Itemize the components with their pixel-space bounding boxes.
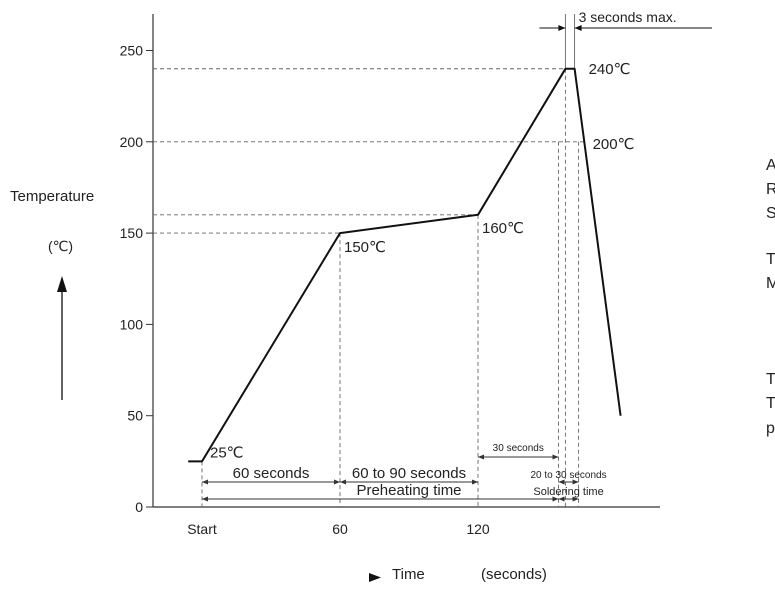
y-tick-label: 50 (127, 408, 143, 424)
interval-arrow-head (334, 480, 340, 485)
x-title-marker-icon (369, 573, 381, 582)
interval-arrow-head (202, 480, 208, 485)
y-tick-label: 200 (120, 134, 144, 150)
interval-label: 60 seconds (233, 465, 310, 482)
x-axis-unit: (seconds) (481, 566, 547, 583)
interval-arrow-head (340, 480, 346, 485)
peak-duration-arrow-head (575, 25, 582, 31)
temperature-profile-line (188, 69, 620, 462)
preheating-arrow-head (202, 497, 208, 502)
point-label: 160℃ (482, 220, 524, 237)
y-tick-label: 100 (120, 316, 144, 332)
y-tick-label: 0 (135, 499, 143, 515)
point-label: 240℃ (589, 61, 631, 78)
thirty-seconds-arrow-head (553, 455, 559, 460)
x-tick-label: Start (187, 521, 217, 537)
y-axis-unit: (℃) (48, 238, 73, 255)
x-axis-title: Time (392, 566, 425, 583)
side-text-line: T (766, 251, 775, 269)
side-text-line: R (766, 181, 775, 199)
point-label: 200℃ (593, 136, 635, 153)
point-label: 150℃ (344, 239, 386, 256)
x-tick-label: 60 (332, 521, 348, 537)
thirty-seconds-arrow-head (478, 455, 484, 460)
point-labels: 25℃ 150℃ 160℃ 240℃ 200℃ (210, 61, 634, 462)
temperature-series (188, 69, 620, 462)
soldering-label: Soldering time (533, 486, 603, 498)
interval-label: 60 to 90 seconds (352, 465, 466, 482)
y-tick-label: 150 (120, 225, 144, 241)
thirty-seconds-label: 30 seconds (493, 443, 544, 454)
side-text-line: A (766, 157, 775, 175)
x-tick-label: 120 (466, 521, 490, 537)
y-axis-title: Temperature (10, 188, 94, 205)
preheating-label: Preheating time (356, 482, 461, 499)
point-label: 25℃ (210, 444, 244, 461)
side-text-line: p (766, 420, 775, 438)
side-text-line: S (766, 205, 775, 223)
y-tick-label: 250 (120, 43, 144, 59)
side-text-line: T (766, 371, 775, 389)
guide-lines (153, 14, 585, 507)
peak-duration-arrow-head (558, 25, 565, 31)
peak-duration-label: 3 seconds max. (579, 9, 677, 25)
interval-arrow-head (472, 480, 478, 485)
side-text-line: M (766, 275, 775, 293)
soldering-interval-label: 20 to 30 seconds (530, 470, 606, 481)
side-text-line: T (766, 395, 775, 413)
y-direction-arrow-head (57, 276, 67, 292)
